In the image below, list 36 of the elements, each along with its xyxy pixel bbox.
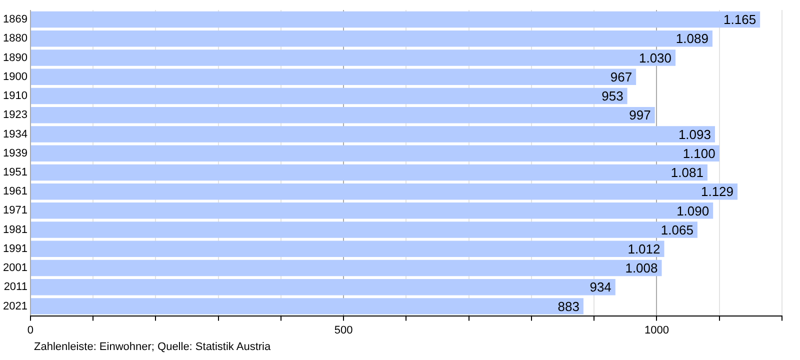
- data-label: 1.100: [682, 146, 716, 161]
- data-label: 967: [610, 69, 632, 84]
- y-tick-label: 1890: [2, 52, 28, 64]
- y-tick-label: 1971: [2, 204, 28, 217]
- y-tick-label: 1934: [2, 128, 28, 140]
- y-tick-label: 2001: [2, 262, 28, 274]
- data-label: 953: [602, 88, 624, 104]
- y-tick-label: 2011: [4, 281, 28, 294]
- data-label: 1.090: [676, 203, 710, 218]
- text: Zahlenleiste: Einwohner; Quelle: Statistik Austria: [34, 341, 271, 353]
- data-label: 997: [629, 108, 651, 123]
- data-label: 1.030: [638, 50, 672, 66]
- y-tick-label: 1991: [2, 242, 28, 255]
- y-tick-label: 1910: [2, 90, 28, 102]
- data-label: 1.089: [676, 31, 708, 46]
- data-label: 1.081: [670, 165, 704, 180]
- data-label: 1.012: [628, 241, 660, 256]
- y-tick-label: 1880: [2, 32, 28, 45]
- data-label: 1.008: [625, 260, 658, 276]
- y-tick-label: 1923: [2, 109, 28, 122]
- y-tick-label: 2021: [2, 300, 28, 312]
- data-label: 883: [558, 298, 580, 314]
- y-tick-label: 1869: [2, 14, 28, 26]
- y-tick-label: 1939: [2, 147, 28, 160]
- y-tick-label: 1900: [2, 70, 28, 83]
- y-tick-label: 1981: [2, 224, 28, 236]
- y-tick-label: 1961: [2, 186, 28, 198]
- x-tick-label: 0: [27, 324, 34, 336]
- data-label: 1.093: [678, 126, 711, 142]
- data-label: 1.065: [660, 222, 694, 238]
- x-tick-label: 1000: [644, 324, 669, 336]
- data-label: 1.165: [724, 12, 756, 28]
- data-label: 1.129: [700, 184, 734, 200]
- data-label: 934: [590, 280, 612, 295]
- y-tick-label: 1951: [2, 166, 28, 178]
- x-tick-label: 500: [334, 324, 353, 336]
